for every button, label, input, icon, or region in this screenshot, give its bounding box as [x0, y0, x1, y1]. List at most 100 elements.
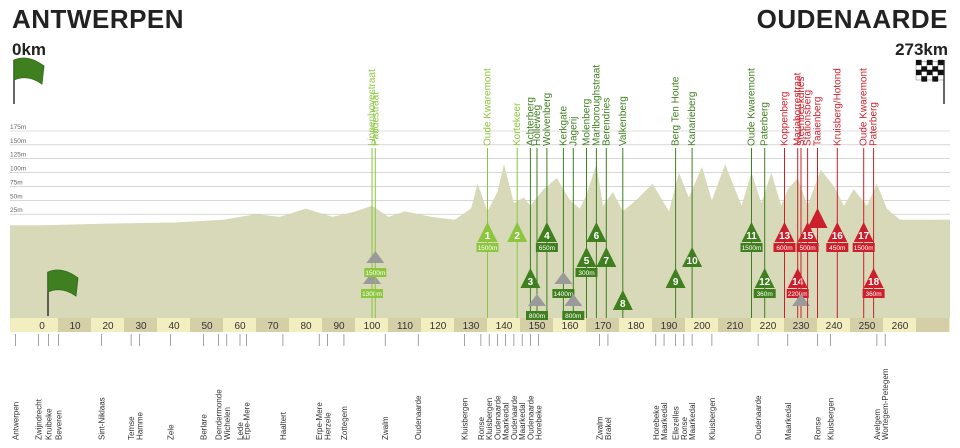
finish-flag-square: [926, 64, 933, 71]
town-label: Horebeke: [652, 405, 661, 440]
xtick-label: 240: [826, 321, 843, 332]
axis-band-stripe: [586, 318, 619, 332]
finish-flag-square: [932, 66, 939, 72]
climb-length: 650m: [539, 245, 555, 252]
climb-number: 3: [528, 277, 534, 288]
town-label: Beveren: [55, 410, 64, 440]
climb-length: 1300m: [362, 291, 382, 298]
climb-name: Berg Ten Houte: [671, 76, 682, 146]
town-label: Oudenaarde: [414, 395, 423, 440]
town-label: Maarkedal: [660, 402, 669, 440]
town-label: Hamme: [135, 411, 144, 440]
climb-number: 13: [779, 231, 791, 242]
axis-band-stripe: [454, 318, 487, 332]
town-label: Oudenaarde: [510, 395, 519, 440]
climb-marker: [787, 268, 808, 288]
climb-number: 14: [792, 277, 804, 288]
climb-marker: [807, 208, 828, 228]
finish-flag-square: [937, 59, 944, 66]
start-flag: [13, 57, 45, 85]
town-label: Avelgem: [873, 409, 882, 440]
climbs-layer: Lippenhovestraat1300mPaddestraat1500mOud…: [361, 65, 885, 320]
climb-length: 2200m: [788, 291, 808, 298]
finish-flag-square: [915, 69, 922, 76]
town-label: Haaltert: [279, 411, 288, 440]
climb-length: 1500m: [854, 245, 874, 252]
xtick-label: 90: [333, 321, 345, 332]
climb-length: 1500m: [365, 270, 385, 277]
climb-name: Kortekeer: [512, 102, 523, 146]
axis-band-stripe: [58, 318, 91, 332]
climb-length: 1400m: [553, 291, 573, 298]
climb-marker: [507, 222, 528, 242]
climb-marker: [682, 247, 703, 267]
xtick-label: 70: [267, 321, 279, 332]
ytick-label: 150m: [10, 138, 26, 145]
climb-number: 18: [868, 277, 880, 288]
town-label: Erpe-Mere: [315, 402, 324, 440]
climb-length-box: [852, 243, 875, 252]
axis-band-stripe: [718, 318, 751, 332]
axis-band-stripe: [256, 318, 289, 332]
xtick-label: 150: [529, 321, 546, 332]
climb-marker: [754, 268, 775, 288]
finish-flag-square: [937, 69, 944, 76]
axis-band-stripe: [850, 318, 883, 332]
climb-name: Marlboroughstraat: [591, 65, 602, 146]
climb-length-box: [476, 243, 499, 252]
finish-flag-square: [926, 59, 933, 66]
town-label: Wichelen: [223, 407, 232, 440]
climb-name: Kruisberg/Hotond: [832, 68, 843, 146]
climb-number: 7: [604, 256, 610, 267]
cobble-marker: [363, 272, 381, 284]
climb-number: 12: [759, 277, 771, 288]
town-label: Ronse: [814, 416, 823, 440]
climb-marker: [774, 222, 795, 242]
town-label: Ellezelles: [672, 406, 681, 440]
climb-length-box: [575, 268, 598, 277]
climb-name: Paddestraat: [370, 92, 381, 146]
climb-name: Oude Kwaremont: [483, 68, 494, 146]
climb-name: Kanarieberg: [687, 92, 698, 146]
climb-number: 15: [802, 231, 814, 242]
climb-number: 8: [620, 299, 626, 310]
town-label: Wortegem-Petegem: [881, 368, 890, 440]
climb-name: Wolvenberg: [542, 93, 553, 146]
climb-length: 360m: [757, 291, 773, 298]
town-label: Zwalm: [381, 416, 390, 440]
xtick-label: 260: [892, 321, 909, 332]
town-label: Berlare: [200, 414, 209, 440]
town-label: Sint-Niklaas: [97, 397, 106, 440]
climb-name: Molenberg: [582, 99, 593, 146]
finish-flag-square: [921, 71, 928, 77]
climb-length: 360m: [865, 291, 881, 298]
finish-flag-square: [926, 74, 933, 81]
cobble-marker: [554, 272, 573, 284]
town-label: Kluisbergen: [460, 398, 469, 440]
axis-band-stripe: [124, 318, 157, 332]
xtick-label: 120: [430, 321, 447, 332]
xtick-label: 100: [364, 321, 381, 332]
flags-layer: [13, 57, 945, 316]
climb-number: 4: [544, 231, 550, 242]
climb-marker: [863, 268, 884, 288]
ytick-label: 125m: [10, 152, 26, 159]
xtick-label: 210: [727, 321, 744, 332]
xtick-label: 170: [595, 321, 612, 332]
town-label: Ronse: [680, 416, 689, 440]
town-label: Brakel: [604, 417, 613, 440]
climb-name: Jagerij: [568, 117, 579, 146]
climb-length: 800m: [565, 313, 581, 320]
finish-city: OUDENAARDE: [756, 4, 948, 34]
finish-flag-square: [921, 76, 928, 82]
climb-name: Kerkgate: [558, 106, 569, 146]
ytick-label: 75m: [10, 179, 23, 186]
climb-length: 500m: [799, 245, 815, 252]
town-label: Zottegem: [340, 406, 349, 440]
town-label: Maarkedal: [502, 402, 511, 440]
climb-number: 9: [673, 277, 679, 288]
climb-number: 16: [832, 231, 844, 242]
town-label: Temse: [127, 416, 136, 440]
town-label: Kluisbergen: [827, 398, 836, 440]
